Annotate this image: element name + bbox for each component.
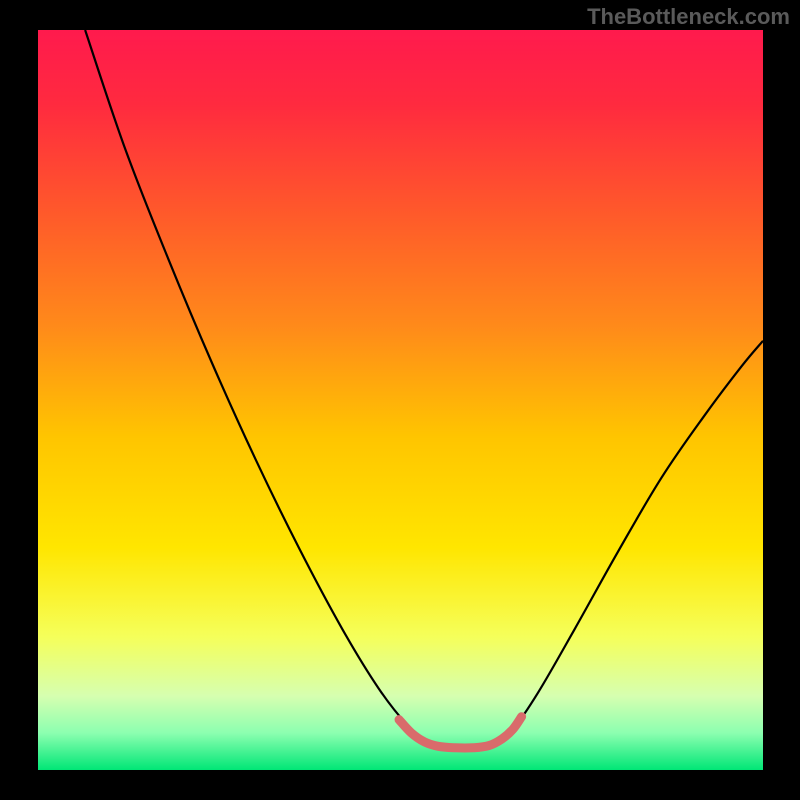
optimal-range-marker bbox=[399, 717, 522, 748]
plot-area bbox=[38, 30, 763, 770]
v-curve bbox=[85, 30, 763, 748]
chart-container: TheBottleneck.com bbox=[0, 0, 800, 800]
watermark-text: TheBottleneck.com bbox=[587, 4, 790, 30]
curve-layer bbox=[38, 30, 763, 770]
